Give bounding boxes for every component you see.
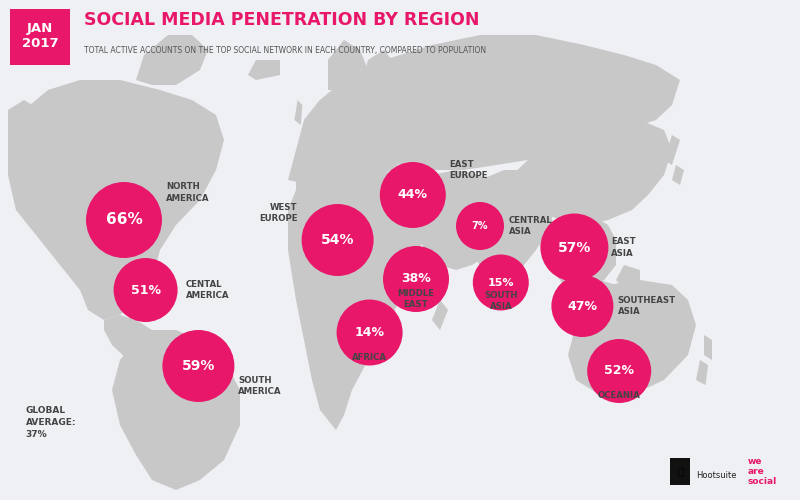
Ellipse shape <box>551 275 614 337</box>
Polygon shape <box>294 100 302 125</box>
Polygon shape <box>416 170 504 270</box>
Text: 14%: 14% <box>354 326 385 339</box>
Polygon shape <box>664 135 680 165</box>
Text: SOUTH
AMERICA: SOUTH AMERICA <box>238 376 282 396</box>
Polygon shape <box>592 280 624 310</box>
Polygon shape <box>513 275 522 290</box>
Ellipse shape <box>337 300 402 366</box>
Ellipse shape <box>541 214 608 282</box>
Text: SOUTHEAST
ASIA: SOUTHEAST ASIA <box>618 296 676 316</box>
Text: 57%: 57% <box>558 240 591 254</box>
Text: WEST
EUROPE: WEST EUROPE <box>259 203 298 223</box>
Polygon shape <box>288 170 424 430</box>
FancyBboxPatch shape <box>670 458 690 485</box>
Polygon shape <box>360 50 392 90</box>
Text: CENTAL
AMERICA: CENTAL AMERICA <box>186 280 229 300</box>
Text: JAN
2017: JAN 2017 <box>22 22 58 50</box>
Polygon shape <box>544 210 616 295</box>
Text: AFRICA: AFRICA <box>352 354 387 362</box>
Polygon shape <box>704 335 712 360</box>
Polygon shape <box>616 265 640 290</box>
Polygon shape <box>568 280 696 395</box>
Text: TOTAL ACTIVE ACCOUNTS ON THE TOP SOCIAL NETWORK IN EACH COUNTRY, COMPARED TO POP: TOTAL ACTIVE ACCOUNTS ON THE TOP SOCIAL … <box>84 46 486 54</box>
Text: GLOBAL
AVERAGE:
37%: GLOBAL AVERAGE: 37% <box>26 406 76 439</box>
Text: 15%: 15% <box>487 278 514 287</box>
Text: SOCIAL MEDIA PENETRATION BY REGION: SOCIAL MEDIA PENETRATION BY REGION <box>84 11 479 29</box>
Ellipse shape <box>162 330 234 402</box>
Ellipse shape <box>380 162 446 228</box>
Ellipse shape <box>302 204 374 276</box>
Text: CENTRAL
ASIA: CENTRAL ASIA <box>509 216 553 236</box>
Polygon shape <box>672 165 684 185</box>
Polygon shape <box>8 80 224 320</box>
Polygon shape <box>328 40 368 90</box>
Text: 66%: 66% <box>106 212 142 228</box>
Polygon shape <box>104 315 160 365</box>
Ellipse shape <box>86 182 162 258</box>
Text: MIDDLE
EAST: MIDDLE EAST <box>398 289 434 309</box>
Ellipse shape <box>383 246 449 312</box>
Polygon shape <box>8 100 40 140</box>
Text: 51%: 51% <box>130 284 161 296</box>
Text: we
are
social: we are social <box>748 456 778 486</box>
Ellipse shape <box>456 202 504 250</box>
Polygon shape <box>608 295 640 320</box>
Polygon shape <box>248 60 280 80</box>
Polygon shape <box>288 90 416 185</box>
Text: 59%: 59% <box>182 359 215 373</box>
Polygon shape <box>136 35 208 85</box>
Ellipse shape <box>587 339 651 403</box>
Text: EAST
EUROPE: EAST EUROPE <box>450 160 488 180</box>
Text: 38%: 38% <box>401 272 431 285</box>
Text: 44%: 44% <box>398 188 428 202</box>
FancyBboxPatch shape <box>10 9 70 65</box>
Text: OCEANIA: OCEANIA <box>598 391 641 400</box>
Polygon shape <box>112 330 240 490</box>
Ellipse shape <box>473 254 529 310</box>
Polygon shape <box>464 170 552 280</box>
Text: 7%: 7% <box>472 221 488 231</box>
Polygon shape <box>696 360 708 385</box>
Text: Hootsuite: Hootsuite <box>696 470 737 480</box>
Text: EAST
ASIA: EAST ASIA <box>611 238 636 258</box>
Text: 54%: 54% <box>321 233 354 247</box>
Text: SOUTH
ASIA: SOUTH ASIA <box>484 291 518 311</box>
Ellipse shape <box>114 258 178 322</box>
Polygon shape <box>432 300 448 330</box>
Text: 47%: 47% <box>567 300 598 312</box>
Polygon shape <box>512 120 672 225</box>
Text: NORTH
AMERICA: NORTH AMERICA <box>166 182 210 203</box>
Text: 52%: 52% <box>604 364 634 378</box>
Text: 🦉: 🦉 <box>678 466 684 476</box>
Polygon shape <box>304 35 680 170</box>
